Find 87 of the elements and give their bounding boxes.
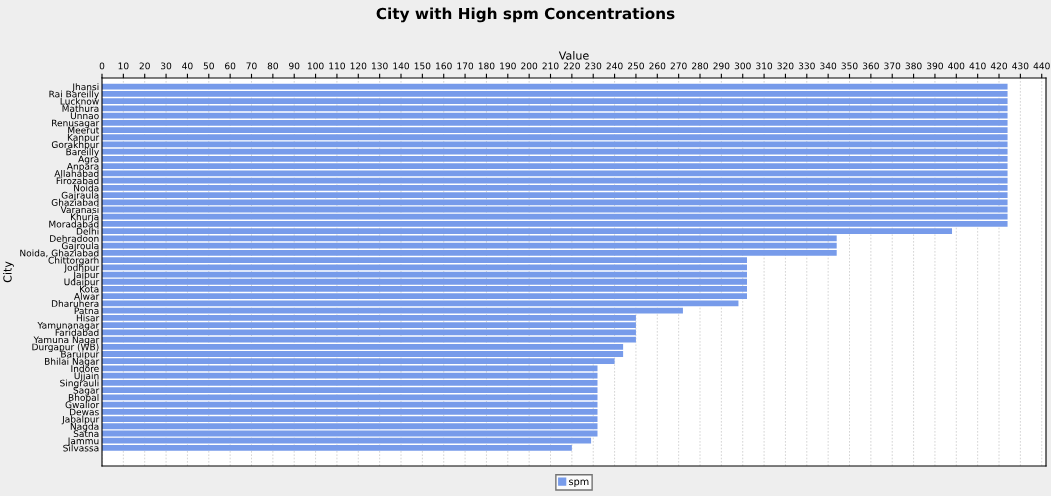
x-tick-label: 70 <box>246 62 257 70</box>
y-tick-label: Kanpur <box>67 134 100 143</box>
y-tick-label: Gorakhpur <box>51 141 100 150</box>
y-tick-label: Moradabad <box>49 220 99 228</box>
x-tick-label: 380 <box>905 62 922 70</box>
y-tick-label: Durgapur (WB) <box>32 343 99 353</box>
y-tick-label: Allahabad <box>54 169 99 177</box>
y-tick-label: Renusagar <box>52 119 100 129</box>
legend-label: spm <box>569 479 589 488</box>
y-tick-label: Hisar <box>76 314 100 322</box>
x-tick-label: 150 <box>414 62 431 70</box>
x-tick-label: 180 <box>478 62 495 70</box>
y-tick-label: Dewas <box>69 408 99 416</box>
y-tick-label: Silvassa <box>63 444 99 452</box>
x-tick-label: 240 <box>606 62 623 70</box>
x-tick-label: 120 <box>350 62 367 70</box>
x-tick-label: 200 <box>521 62 538 70</box>
x-tick-label: 80 <box>267 62 278 70</box>
y-tick-label: Mathura <box>62 104 99 112</box>
x-tick-label: 60 <box>225 62 236 70</box>
x-tick-label: 110 <box>329 62 345 70</box>
x-tick-label: 260 <box>649 62 666 70</box>
y-tick-label: Anpara <box>66 163 99 172</box>
x-tick-label: 440 <box>1033 62 1050 70</box>
x-tick-label: 320 <box>777 62 794 70</box>
x-tick-label: 140 <box>393 62 410 70</box>
y-tick-label: Agra <box>78 155 99 165</box>
x-tick-label: 100 <box>307 62 324 70</box>
x-tick-label: 430 <box>1012 62 1029 70</box>
x-tick-label: 40 <box>182 62 193 70</box>
y-tick-label: Noida <box>74 184 99 192</box>
x-tick-label: 340 <box>820 62 837 70</box>
x-tick-label: 310 <box>756 62 773 70</box>
x-tick-label: 230 <box>585 62 602 70</box>
y-tick-label: Gajroula <box>61 242 99 251</box>
x-tick-label: 330 <box>798 62 815 70</box>
y-tick-label: Satna <box>73 430 99 438</box>
y-tick-label: Unnao <box>70 112 99 120</box>
x-tick-label: 280 <box>692 62 709 70</box>
x-tick-label: 90 <box>289 62 300 70</box>
x-tick-label: 220 <box>563 62 580 70</box>
y-tick-label: Jammu <box>67 437 99 446</box>
y-tick-label: Faridabad <box>55 328 99 336</box>
x-tick-label: 370 <box>884 62 901 70</box>
y-tick-label: Dehradoon <box>50 234 99 242</box>
y-axis-title: City <box>3 261 14 283</box>
y-tick-label: Meerut <box>68 126 100 134</box>
y-tick-label: Jaipur <box>72 271 100 280</box>
x-tick-label: 20 <box>139 62 150 70</box>
x-tick-label: 350 <box>841 62 858 70</box>
y-tick-label: Alwar <box>73 292 100 300</box>
y-tick-label: Noida, Ghaziabad <box>20 249 99 258</box>
y-tick-label: Firozabad <box>56 177 99 185</box>
y-tick-label: Udaipur <box>64 278 100 288</box>
x-tick-label: 250 <box>627 62 644 70</box>
y-tick-label: Khurja <box>70 213 99 223</box>
x-tick-label: 210 <box>542 62 559 70</box>
x-tick-label: 130 <box>372 62 388 70</box>
y-tick-label: Kota <box>80 285 99 293</box>
x-tick-label: 290 <box>713 62 730 70</box>
x-axis-title: Value <box>558 51 589 60</box>
y-tick-label: Ujjain <box>74 372 99 381</box>
x-tick-label: 170 <box>457 62 474 70</box>
y-tick-label: Bhopal <box>68 393 99 403</box>
x-tick-label: 300 <box>734 62 751 70</box>
y-tick-label: Delhi <box>76 227 99 235</box>
y-tick-label: Jhansi <box>71 83 99 92</box>
y-tick-label: Gwalior <box>65 401 100 409</box>
y-tick-label: Dharuhera <box>51 300 99 307</box>
y-tick-label: Varanasi <box>60 206 99 214</box>
x-tick-label: 410 <box>969 62 986 70</box>
x-tick-label: 400 <box>948 62 965 70</box>
x-tick-label: 10 <box>118 62 129 70</box>
x-tick-label: 160 <box>436 62 452 70</box>
x-tick-label: 270 <box>670 62 687 70</box>
x-tick-label: 390 <box>927 62 943 70</box>
x-tick-label: 0 <box>99 62 105 70</box>
y-tick-label: Patna <box>74 307 99 315</box>
y-tick-label: Indore <box>71 365 99 373</box>
chart-title: City with High spm Concentrations <box>376 7 675 23</box>
y-tick-label: Yamunanagar <box>37 321 100 331</box>
x-tick-label: 190 <box>500 62 516 70</box>
x-tick-label: 50 <box>203 62 214 70</box>
x-tick-label: 420 <box>990 62 1008 70</box>
x-tick-label: 360 <box>862 62 879 70</box>
x-tick-label: 30 <box>161 62 172 70</box>
y-tick-label: Bareilly <box>66 148 99 158</box>
